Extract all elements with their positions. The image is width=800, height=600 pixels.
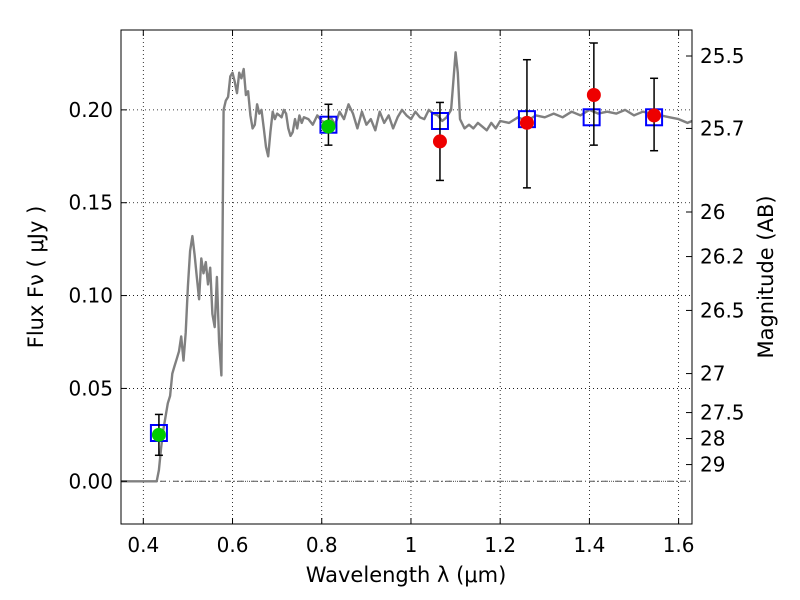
right-tick-label: 26	[700, 200, 725, 224]
x-axis-label: Wavelength λ (μm)	[306, 563, 507, 587]
x-tick-label: 1.2	[484, 533, 516, 557]
right-tick-label: 26.2	[700, 245, 745, 269]
y-tick-label: 0.00	[68, 469, 113, 493]
data-point	[151, 427, 166, 442]
right-tick-label: 27.5	[700, 401, 745, 425]
y-axis-label: Flux Fν ( μJy )	[24, 206, 48, 349]
right-tick-label: 29	[700, 453, 725, 477]
right-tick-label: 28	[700, 427, 725, 451]
right-tick-label: 26.5	[700, 298, 745, 322]
ticks: 0.4 0.6 0.8 1 1.2 1.4 1.6 0.00 0.05 0.10 0.15 0.20 2…	[68, 30, 745, 557]
y-tick-label: 0.20	[68, 98, 113, 122]
plot-area	[121, 42, 693, 483]
x-tick-label: 0.4	[127, 533, 159, 557]
y-tick-label: 0.15	[68, 191, 113, 215]
plot-frame	[120, 29, 693, 525]
data-point	[586, 88, 601, 102]
right-axis-label: Magnitude (AB)	[754, 195, 778, 358]
data-point	[432, 134, 447, 149]
model-square-point	[582, 108, 601, 127]
x-tick-label: 0.6	[217, 533, 249, 557]
x-tick-label: 1.6	[663, 533, 695, 557]
x-tick-label: 0.8	[306, 533, 338, 557]
x-tick-label: 1.4	[573, 533, 605, 557]
right-tick-label: 25.5	[700, 44, 745, 68]
y-tick-label: 0.10	[68, 284, 113, 308]
data-point	[519, 115, 534, 130]
y-tick-label: 0.05	[68, 376, 113, 400]
x-tick-label: 1	[405, 533, 418, 557]
right-tick-label: 25.7	[700, 116, 745, 140]
data-point	[321, 119, 336, 134]
data-point	[647, 108, 662, 123]
right-tick-label: 27	[700, 362, 725, 386]
spectrum-line	[121, 51, 693, 483]
